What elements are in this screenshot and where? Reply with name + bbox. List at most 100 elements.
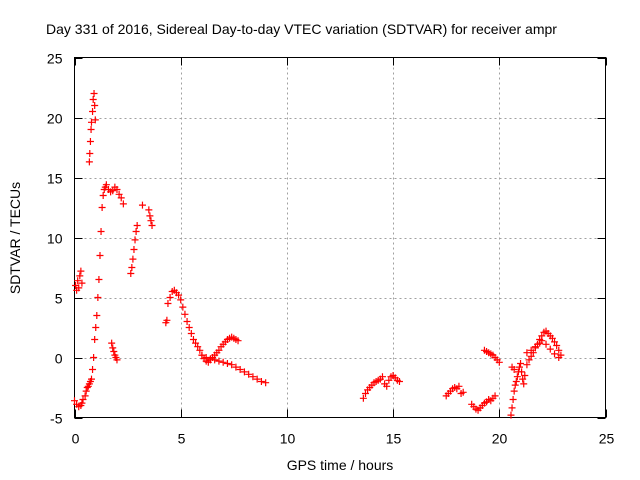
x-axis-label: GPS time / hours: [287, 457, 394, 473]
x-tick-label: 10: [280, 431, 296, 447]
data-point: [147, 217, 155, 225]
data-point: [130, 246, 138, 253]
data-point: [145, 206, 153, 214]
y-tick-label: 5: [55, 291, 63, 307]
data-point: [117, 194, 125, 202]
y-tick-label: 15: [47, 171, 63, 187]
data-point: [166, 294, 174, 301]
data-point: [131, 236, 139, 244]
data-point: [110, 348, 118, 355]
data-point: [177, 296, 185, 304]
data-point: [78, 399, 86, 407]
data-point: [97, 228, 105, 235]
data-point: [77, 267, 85, 275]
data-point: [232, 363, 240, 371]
data-point: [555, 346, 563, 354]
data-point: [86, 150, 94, 157]
data-point: [115, 190, 123, 198]
data-point: [94, 294, 102, 301]
x-tick-label: 25: [599, 431, 615, 447]
data-point: [127, 270, 135, 277]
data-point: [523, 361, 531, 369]
data-point: [90, 354, 98, 361]
data-point: [551, 338, 559, 346]
data-points: [71, 90, 565, 419]
data-point: [179, 303, 187, 311]
data-point: [163, 316, 171, 324]
data-point: [138, 201, 146, 209]
chart-title: Day 331 of 2016, Sidereal Day-to-day VTE…: [46, 21, 557, 37]
data-point: [86, 138, 94, 145]
data-point: [219, 358, 227, 366]
data-point: [253, 375, 261, 383]
data-point: [383, 382, 391, 390]
plot-frame: [74, 57, 606, 418]
data-point: [531, 343, 539, 351]
data-point: [240, 368, 248, 376]
data-point: [99, 192, 107, 199]
data-point: [71, 397, 78, 405]
data-point: [518, 368, 526, 376]
data-point: [91, 102, 99, 109]
data-point: [91, 336, 99, 343]
grid-lines: [74, 57, 606, 418]
x-tick-label: 5: [178, 431, 186, 447]
data-point: [525, 356, 533, 364]
data-point: [257, 378, 265, 385]
y-tick-label: 20: [47, 111, 63, 127]
data-point: [395, 378, 403, 385]
data-point: [508, 404, 516, 412]
data-point: [517, 360, 525, 367]
data-point: [93, 312, 101, 319]
data-point: [215, 346, 223, 354]
data-point: [510, 387, 518, 395]
data-point: [236, 366, 244, 373]
data-point: [119, 200, 127, 208]
data-point: [109, 187, 117, 195]
data-point: [109, 344, 117, 352]
data-point: [87, 118, 95, 126]
data-point: [548, 334, 556, 342]
data-point: [146, 212, 154, 220]
data-point: [361, 390, 369, 397]
data-point: [92, 324, 100, 331]
data-point: [495, 358, 503, 366]
data-point: [249, 373, 257, 381]
data-point: [542, 340, 550, 348]
data-point: [245, 370, 253, 378]
data-point: [189, 336, 197, 343]
data-point: [553, 342, 561, 349]
data-point: [511, 381, 519, 389]
data-point: [183, 318, 191, 325]
data-point: [95, 276, 103, 283]
data-point: [133, 222, 141, 229]
data-point: [523, 349, 531, 357]
data-point: [521, 372, 529, 379]
data-point: [75, 284, 83, 292]
data-point: [513, 373, 521, 381]
x-tick-label: 15: [386, 431, 402, 447]
data-point: [89, 96, 97, 103]
data-point: [175, 291, 183, 299]
data-point: [555, 354, 563, 361]
y-tick-label: 0: [55, 351, 63, 367]
data-point: [520, 380, 528, 388]
data-point: [196, 346, 204, 354]
axis-ticks: 0 5 10 15 20 25 -5 0 5 10 15 20 25: [47, 51, 615, 447]
y-tick-label: 10: [47, 231, 63, 247]
data-point: [509, 396, 517, 403]
data-point: [78, 279, 86, 287]
data-point: [359, 394, 367, 402]
x-tick-label: 0: [72, 431, 80, 447]
data-point: [202, 354, 210, 361]
data-point: [491, 392, 499, 400]
data-point: [91, 116, 99, 124]
data-point: [87, 375, 95, 383]
data-point: [378, 373, 386, 381]
data-point: [538, 337, 546, 345]
data-point: [192, 339, 200, 347]
data-point: [98, 204, 106, 211]
x-tick-label: 20: [492, 431, 508, 447]
data-point: [85, 158, 93, 166]
